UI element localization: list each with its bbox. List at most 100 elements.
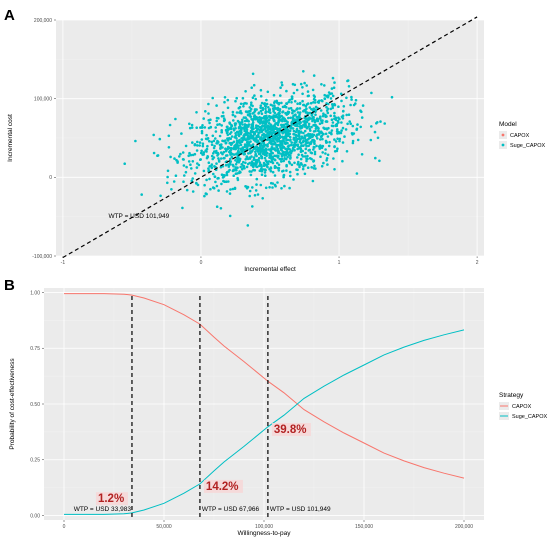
panel-a-scatter-point [350, 98, 353, 101]
panel-a-scatter-point [321, 114, 325, 118]
panel-a-scatter-point [295, 88, 299, 92]
panel-a-scatter-point [310, 114, 314, 117]
panel-a-scatter-point [296, 172, 299, 176]
panel-a-scatter-point [244, 90, 247, 93]
legend-label-suge_capox: Suge_CAPOX [510, 143, 545, 149]
panel-a-scatter-point [312, 145, 316, 149]
panel-a-scatter-point [276, 166, 280, 170]
panel-a-scatter-point [247, 152, 250, 155]
panel-a-scatter-point [311, 138, 314, 142]
panel-a-scatter-point [298, 111, 302, 114]
panel-a-scatter-point [279, 94, 282, 97]
panel-a-scatter-point [219, 147, 222, 150]
panel-a-scatter-point [283, 141, 287, 144]
panel-a-scatter-point [213, 144, 216, 148]
panel-a-scatter-point [314, 109, 318, 112]
panel-a-scatter-point [348, 120, 352, 123]
panel-a-scatter-point [251, 136, 255, 140]
panel-a-scatter-point [200, 126, 203, 129]
panel-a-scatter-point [286, 120, 289, 124]
panel-a-scatter-point [197, 163, 201, 167]
panel-a-scatter-point [251, 72, 255, 76]
panel-a-scatter-point [273, 141, 277, 144]
panel-a-scatter-point [254, 115, 258, 119]
panel-a-scatter-point [280, 83, 284, 87]
panel-a-scatter-point [216, 139, 219, 143]
panel-a-scatter-point [140, 193, 143, 196]
panel-a-scatter-point [332, 124, 335, 128]
panel-a-scatter-point [315, 133, 319, 136]
panel-a-scatter-point [262, 102, 266, 105]
panel-a-scatter-point [329, 114, 333, 118]
panel-a-scatter-point [340, 129, 343, 132]
panel-a-scatter-point [272, 134, 276, 138]
panel-a-scatter-point [270, 115, 273, 119]
panel-a-scatter-point [289, 106, 293, 110]
panel-a-scatter-point [293, 83, 297, 87]
panel-a-scatter-point [307, 141, 311, 144]
panel-a-scatter-point [264, 152, 268, 156]
panel-a-scatter-point [281, 144, 284, 148]
panel-a-scatter-point [292, 109, 295, 113]
panel-a-scatter-point [289, 116, 292, 120]
panel-a-scatter-point [208, 121, 211, 125]
panel-a-scatter-point [245, 102, 248, 105]
panel-a-scatter-point [333, 111, 336, 115]
panel-a-scatter-point [370, 125, 373, 128]
panel-a-scatter-point [263, 171, 267, 174]
panel-a-scatter-point [249, 173, 253, 177]
panel-a-scatter-point [319, 155, 322, 158]
panel-a-scatter-point [259, 88, 263, 92]
panel-a-scatter-point [308, 135, 312, 139]
panel-a-scatter-point [273, 158, 277, 162]
panel-a-scatter-point [303, 172, 307, 176]
panel-a-scatter-point [265, 116, 269, 120]
panel-a-scatter-point [233, 144, 236, 148]
panel-a-scatter-point [229, 126, 233, 129]
panel-a-scatter-point [260, 130, 264, 134]
panel-a-scatter-point [290, 97, 294, 100]
panel-a-scatter-point [264, 119, 267, 123]
legend-key-point [501, 143, 505, 147]
panel-a-scatter-point [343, 135, 346, 138]
panel-a-scatter-point [323, 97, 327, 101]
panel-a-scatter-point [225, 180, 228, 183]
panel-a-scatter-point [297, 162, 300, 165]
panel-a-scatter-point [342, 105, 346, 108]
panel-a-scatter-point [346, 79, 349, 83]
panel-a-scatter-point [326, 163, 329, 166]
panel-a-scatter-point [288, 98, 291, 102]
panel-a-scatter-point [265, 102, 269, 106]
panel-a-scatter-point [292, 143, 296, 147]
panel-a-scatter-point [373, 130, 377, 134]
panel-a-scatter-point [276, 121, 280, 125]
panel-a-scatter-point [312, 167, 316, 170]
panel-a-scatter-point [282, 137, 285, 140]
panel-a-scatter-point [189, 163, 192, 166]
panel-a-scatter-point [305, 159, 308, 163]
panel-a-scatter-point [351, 141, 355, 145]
panel-a-scatter-point [301, 92, 304, 96]
panel-a-scatter-point [228, 122, 232, 125]
panel-a-scatter-point [259, 94, 263, 98]
panel-a-scatter-point [283, 157, 287, 160]
panel-a-scatter-point [203, 126, 207, 129]
panel-a-scatter-point [257, 120, 260, 124]
panel-a-scatter-point [273, 104, 276, 107]
panel-a-letter: A [4, 7, 15, 24]
panel-a-scatter-point [205, 178, 208, 182]
panel-a-scatter-point [298, 120, 302, 123]
panel-a-scatter-point [246, 113, 250, 117]
panel-a-scatter-point [326, 95, 330, 99]
panel-a-scatter-point [268, 132, 272, 135]
panel-a-scatter-point [370, 91, 373, 95]
panel-a-scatter-point [229, 137, 232, 140]
panel-a-scatter-point [232, 146, 235, 150]
panel-a-scatter-point [340, 121, 343, 124]
panel-a-scatter-point [156, 154, 159, 157]
panel-a-scatter-point [256, 193, 260, 196]
panel-a-scatter-point [253, 146, 257, 150]
panel-a-scatter-point [176, 161, 179, 164]
panel-a-scatter-point [204, 110, 207, 113]
panel-a-scatter-point [217, 176, 220, 180]
